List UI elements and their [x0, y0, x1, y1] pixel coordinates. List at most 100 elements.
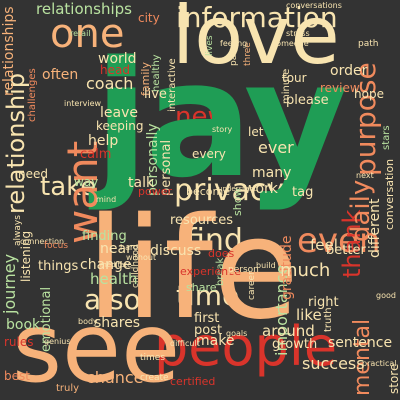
word-path: path	[358, 39, 379, 49]
word-people: people	[154, 315, 338, 378]
word-purpose: purpose	[349, 62, 382, 176]
word-resources: resources	[170, 213, 234, 228]
word-become: become	[186, 185, 231, 198]
word-career: career	[247, 271, 257, 300]
word-times: times	[140, 353, 166, 363]
word-finding: finding	[82, 229, 127, 244]
word-first: first	[194, 311, 220, 326]
word-success: success	[302, 354, 365, 373]
word-conversations: conversations	[286, 1, 342, 10]
word-please: please	[286, 93, 329, 108]
word-way: way	[74, 175, 99, 189]
word-much: much	[280, 260, 331, 281]
word-build: build	[256, 261, 276, 270]
word-stress: stress	[286, 29, 310, 38]
word-different: different	[367, 198, 383, 258]
word-certified: certified	[170, 375, 216, 388]
word-like: like	[296, 306, 322, 324]
word-create: create	[140, 373, 169, 383]
word-hope: hope	[354, 87, 384, 101]
word-connection: connection	[20, 237, 65, 246]
word-every: every	[192, 147, 226, 161]
word-rules: rules	[4, 335, 34, 349]
word-next: next	[356, 171, 374, 180]
word-feel: feel	[310, 236, 338, 254]
word-someone: someone	[272, 39, 309, 48]
word-challenges: challenges	[27, 68, 38, 122]
word-city: city	[138, 11, 160, 25]
word-privacy: privacy	[174, 173, 285, 208]
word-live: live	[144, 87, 167, 102]
word-help: help	[88, 133, 119, 149]
word-meditate: meditate	[100, 261, 132, 269]
word-power: power	[138, 185, 172, 198]
word-health: health	[90, 270, 138, 288]
word-around: around	[262, 322, 315, 340]
word-jay: jay	[94, 26, 348, 213]
word-understand: understand	[218, 185, 259, 193]
word-sentence: sentence	[328, 335, 393, 351]
word-goals: goals	[226, 329, 248, 338]
word-relationships-top: relationships	[36, 0, 132, 18]
word-growth: growth	[272, 337, 318, 352]
word-interview: interview	[64, 99, 102, 108]
word-change: change	[80, 257, 132, 273]
word-does: does	[208, 247, 235, 260]
word-truly: truly	[56, 383, 80, 394]
word-work: work	[244, 181, 278, 197]
word-journey: journey	[0, 253, 19, 314]
word-coach: coach	[86, 74, 134, 93]
word-truth: truth	[323, 307, 334, 332]
word-tour: tour	[282, 71, 307, 85]
word-also: also	[84, 283, 141, 316]
word-keeping: keeping	[96, 119, 144, 133]
word-find: find	[186, 223, 243, 258]
word-chance: chance	[86, 368, 144, 387]
word-better: better	[326, 243, 366, 258]
word-body: body	[78, 317, 98, 326]
word-life: life	[86, 188, 300, 351]
word-tag: tag	[292, 185, 314, 200]
word-feeling: feeling	[220, 39, 248, 48]
word-without: without	[126, 253, 157, 262]
word-head: head	[100, 63, 130, 77]
word-mind: mind	[96, 195, 117, 204]
word-book: book	[6, 317, 41, 333]
word-near: near	[100, 241, 132, 257]
word-world: world	[98, 51, 137, 67]
word-share: share	[186, 281, 217, 294]
word-see: see	[12, 292, 181, 400]
word-one: one	[50, 11, 125, 57]
word-interactive: interactive	[167, 58, 178, 112]
word-often: often	[42, 67, 79, 83]
word-love: love	[172, 0, 340, 82]
word-person: person	[228, 265, 259, 275]
word-lives: lives	[205, 35, 215, 56]
word-calm: calm	[80, 147, 112, 162]
word-right: right	[308, 295, 339, 310]
word-focus: focus	[44, 241, 69, 251]
word-store: store	[387, 363, 400, 394]
word-good: good	[376, 291, 396, 300]
word-relationships: relationships	[1, 6, 17, 96]
word-partner: partner	[229, 32, 239, 66]
word-new: new	[175, 102, 229, 132]
word-make: make	[196, 333, 235, 349]
word-let: let	[248, 125, 264, 139]
word-things: things	[38, 259, 79, 274]
word-hard: hard	[120, 243, 139, 252]
word-need: need	[18, 167, 48, 181]
word-information: information	[176, 1, 338, 34]
word-shares: shares	[94, 315, 141, 331]
word-ever: ever	[258, 138, 294, 157]
word-experience: experience	[180, 265, 241, 278]
word-leave: leave	[100, 105, 138, 121]
word-stars: stars	[381, 125, 392, 150]
word-conversation: conversation	[383, 158, 396, 230]
word-story: story	[212, 125, 233, 134]
word-best: best	[4, 369, 30, 383]
word-take: take	[40, 172, 97, 202]
word-review: review	[320, 81, 360, 95]
word-many: many	[252, 165, 292, 181]
